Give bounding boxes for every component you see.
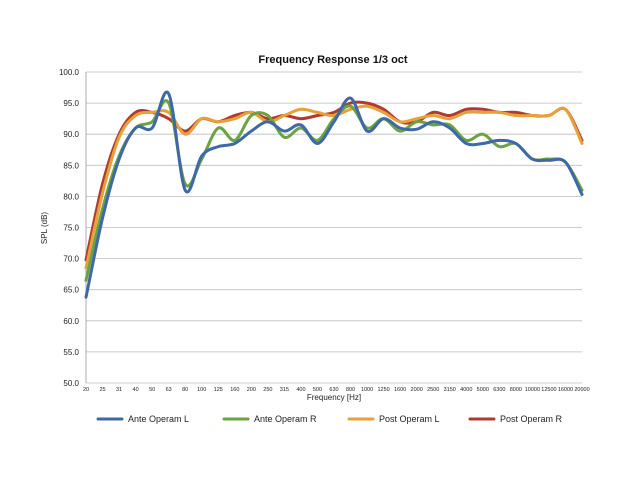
series-line-1 [84, 90, 584, 299]
x-tick-label: 31 [116, 387, 122, 393]
series-line-2 [84, 99, 584, 282]
grid-lines [85, 71, 582, 384]
legend-item: Post Operam R [468, 414, 563, 424]
chart-title: Frequency Response 1/3 oct [258, 54, 407, 66]
x-tick-label: 50 [149, 387, 155, 393]
legend-item: Post Operam L [347, 414, 440, 424]
x-axis-ticks: 20 25 31 40 50 63 80 100 125 160 200 250 315 400 500 63… [83, 387, 590, 393]
x-tick-label: 800 [346, 387, 355, 393]
x-tick-label: 8000 [510, 387, 522, 393]
legend-item: Ante Operam L [96, 414, 189, 424]
x-tick-label: 80 [182, 387, 188, 393]
x-tick-label: 63 [166, 387, 172, 393]
x-tick-label: 2000 [411, 387, 423, 393]
y-tick-label: 80.0 [63, 192, 79, 201]
y-axis-ticks: 50.0 55.0 60.0 65.0 70.0 75.0 80.0 85.0 90.0 95.0… [59, 68, 80, 388]
y-tick-label: 95.0 [63, 99, 79, 108]
x-tick-label: 100 [197, 387, 206, 393]
x-tick-label: 250 [263, 387, 272, 393]
x-tick-label: 160 [230, 387, 239, 393]
x-tick-label: 12500 [541, 387, 556, 393]
x-tick-label: 315 [280, 387, 289, 393]
x-tick-label: 125 [214, 387, 223, 393]
x-tick-label: 200 [247, 387, 256, 393]
y-tick-label: 90.0 [63, 130, 79, 139]
y-tick-label: 70.0 [63, 255, 79, 264]
x-tick-label: 20 [83, 387, 89, 393]
series-lines [84, 90, 584, 299]
x-tick-label: 2500 [427, 387, 439, 393]
legend-label: Ante Operam L [128, 414, 189, 424]
legend-label: Ante Operam R [254, 414, 317, 424]
y-tick-label: 75.0 [63, 224, 79, 233]
y-tick-label: 55.0 [63, 348, 79, 357]
y-tick-label: 100.0 [59, 68, 80, 77]
x-tick-label: 630 [329, 387, 338, 393]
x-tick-label: 500 [313, 387, 322, 393]
y-tick-label: 65.0 [63, 286, 79, 295]
series-line-3 [84, 104, 584, 270]
legend-label: Post Operam R [500, 414, 563, 424]
x-tick-label: 6300 [493, 387, 505, 393]
x-tick-label: 3150 [444, 387, 456, 393]
y-tick-label: 50.0 [63, 379, 79, 388]
x-tick-label: 40 [133, 387, 139, 393]
y-tick-label: 60.0 [63, 317, 79, 326]
y-axis-label: SPL (dB) [40, 212, 49, 244]
x-tick-label: 1600 [394, 387, 406, 393]
x-tick-label: 10000 [525, 387, 540, 393]
legend-item: Ante Operam R [222, 414, 317, 424]
x-tick-label: 1250 [377, 387, 389, 393]
legend-label: Post Operam L [379, 414, 440, 424]
series-line-4 [84, 100, 584, 262]
x-tick-label: 4000 [460, 387, 472, 393]
x-tick-label: 25 [99, 387, 105, 393]
x-tick-label: 400 [296, 387, 305, 393]
x-tick-label: 1000 [361, 387, 373, 393]
x-tick-label: 20000 [574, 387, 589, 393]
x-tick-label: 16000 [558, 387, 573, 393]
x-tick-label: 5000 [477, 387, 489, 393]
y-tick-label: 85.0 [63, 161, 79, 170]
x-axis-label: Frequency [Hz] [307, 393, 361, 402]
legend: Ante Operam L Ante Operam R Post Operam L P… [96, 414, 563, 424]
